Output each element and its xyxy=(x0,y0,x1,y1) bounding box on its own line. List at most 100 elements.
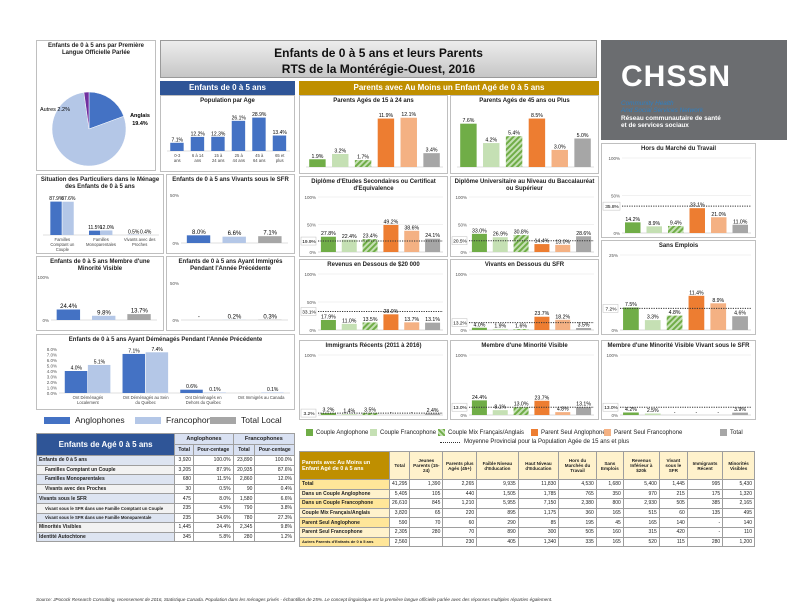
bar xyxy=(732,412,748,415)
legend-swatch xyxy=(531,429,538,436)
x-tick-label: Familles xyxy=(55,237,71,242)
table-cell: 70 xyxy=(442,526,478,538)
chart-svg: 0%50%100%17.9%11.0%13.5%28.0%13.7%13.1%3… xyxy=(300,272,443,333)
bar xyxy=(62,201,74,235)
data-label: 7.4% xyxy=(151,347,163,353)
y-tick-label: 100% xyxy=(455,353,467,358)
table-cell: 165 xyxy=(622,517,660,528)
bar xyxy=(732,316,748,330)
bar xyxy=(341,323,357,330)
bar xyxy=(377,118,395,167)
data-label: 13.1% xyxy=(425,317,440,323)
bar xyxy=(534,316,550,330)
table-cell: 4.5% xyxy=(193,502,234,514)
table-cell: 440 xyxy=(442,488,478,500)
data-label: - xyxy=(696,410,698,416)
data-label: 2.4% xyxy=(427,408,439,414)
table-col-header: Immigrants Récent xyxy=(686,451,724,480)
bar xyxy=(555,412,571,415)
data-label: 27.8% xyxy=(321,231,336,237)
average-label-box xyxy=(451,318,468,327)
bar xyxy=(492,328,508,330)
data-label: 0.1% xyxy=(267,387,279,393)
table-cell: 165 xyxy=(595,536,624,548)
data-label: 2.5% xyxy=(647,408,659,414)
y-tick-label: 100% xyxy=(37,275,49,280)
table-cell: 34.6% xyxy=(193,512,234,524)
x-tick-label: Localement xyxy=(77,400,99,405)
table-cell: 280 xyxy=(409,526,444,538)
table-cell: 26,610 xyxy=(388,498,411,509)
bar xyxy=(320,413,336,415)
legend-swatch xyxy=(720,429,727,436)
parents-lico-chart-panel: Vivants en Dessous du SFR 0% 100% 4.0% 1.9% 1… xyxy=(450,259,599,335)
bar xyxy=(555,319,571,330)
average-label: 13.0% xyxy=(604,405,618,411)
data-label: 13.0% xyxy=(514,402,529,408)
bar xyxy=(425,238,441,252)
bar xyxy=(101,230,113,235)
x-tick-label: 64 ans xyxy=(253,158,266,163)
table-row: Vivants sous le SFR 475 8.0% 1,580 6.6% xyxy=(35,493,295,504)
table-cell xyxy=(409,536,444,548)
data-label: 11.4% xyxy=(689,290,704,296)
table-cell: 1,580 xyxy=(232,493,256,504)
data-label: 1.6% xyxy=(515,324,527,330)
table-cell: 165 xyxy=(595,507,624,519)
legend-label: Couple Mix Français/Anglais xyxy=(448,429,525,436)
average-label: 19.9% xyxy=(302,239,316,245)
data-label: 13.7% xyxy=(131,309,149,315)
pie-slice xyxy=(51,92,127,167)
bar xyxy=(732,224,748,233)
x-tick-label: Ont Déménagés xyxy=(73,395,104,400)
table-cell: 845 xyxy=(409,498,444,509)
y-tick-label: 0% xyxy=(309,250,316,255)
chart-svg: 0% 100% 24.4% 9.8% 13.7% xyxy=(37,275,157,323)
y-tick-label: 50% xyxy=(170,281,179,286)
bar xyxy=(576,407,592,415)
average-label-box xyxy=(602,201,621,211)
data-label: 23.7% xyxy=(535,311,550,317)
chart-svg: 7.6% 4.2% 5.4% 8.5% 3.0% 5.0% xyxy=(457,113,594,168)
bar xyxy=(668,225,684,233)
data-label: 5.4% xyxy=(508,131,520,137)
table-cell: 5,955 xyxy=(476,498,519,509)
legend-franco: Francophones xyxy=(135,415,220,425)
age-chart-panel: Population par Age 7.1% 12.2% 12.3% 26.1% 28.… xyxy=(160,95,295,172)
bar xyxy=(309,159,326,167)
data-label: 24.4% xyxy=(60,304,78,310)
bar xyxy=(170,142,184,151)
chart-title: Situation des Particuliers dans le Ménag… xyxy=(40,177,160,190)
table-cell: 5,405 xyxy=(388,488,411,500)
table-cell: 680 xyxy=(174,474,195,485)
bar xyxy=(505,136,523,167)
data-label: 17.9% xyxy=(321,314,336,320)
y-tick-label: 0% xyxy=(460,328,467,333)
row-label: Vivants sous le SFR xyxy=(35,493,176,504)
chart-svg: 0% 100% 4.2% 2.5% - - - 3.9% 13.0% xyxy=(602,353,751,418)
bar xyxy=(513,407,529,415)
bar xyxy=(551,149,568,167)
data-label: 23.7% xyxy=(535,395,550,401)
legend-swatch xyxy=(604,429,611,436)
table-cell: 515 xyxy=(622,507,660,519)
children-table: Enfants de Agé 0 à 5 ans Anglophones Fra… xyxy=(35,433,296,543)
data-label: 24.4% xyxy=(472,395,487,401)
bar xyxy=(89,230,101,235)
child-immigrant-chart-panel: Enfants de 0 à 5 ans Ayant Immigrés Pend… xyxy=(166,256,295,331)
table-cell: 1,445 xyxy=(174,522,195,533)
legend-swatch xyxy=(135,416,161,424)
table-cell: 110 xyxy=(722,526,755,538)
data-label: 26.9% xyxy=(493,232,508,238)
table-cell: 4,530 xyxy=(558,479,597,490)
table-cell: 12.0% xyxy=(254,474,295,485)
table-col-header: Total xyxy=(174,444,195,456)
table-row: Dans un Couple Francophone 26,610 845 1,210… xyxy=(299,498,755,509)
data-label: 13.0% xyxy=(555,239,570,245)
legend-swatch xyxy=(306,429,313,436)
table-cell: 5,400 xyxy=(622,479,660,490)
data-label: 9.8% xyxy=(97,310,111,316)
bar xyxy=(190,136,205,151)
table-cell: 0.5% xyxy=(193,483,234,495)
